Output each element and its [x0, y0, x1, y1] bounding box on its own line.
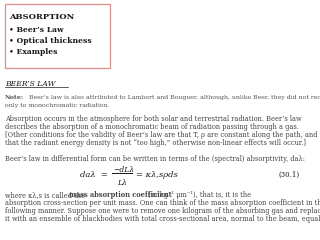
Text: only to monochromatic radiation.: only to monochromatic radiation.: [5, 103, 110, 108]
Text: Absorption occurs in the atmosphere for both solar and terrestrial radiation. Be: Absorption occurs in the atmosphere for …: [5, 115, 302, 123]
Text: absorption cross-section per unit mass. One can think of the mass absorption coe: absorption cross-section per unit mass. …: [5, 199, 320, 207]
Text: Note:: Note:: [5, 95, 24, 100]
Text: −dLλ: −dLλ: [113, 166, 134, 174]
Text: • Beer’s Law: • Beer’s Law: [9, 26, 64, 34]
Bar: [5, 4, 110, 68]
Text: it with an ensemble of blackbodies with total cross-sectional area, normal to th: it with an ensemble of blackbodies with …: [5, 215, 320, 223]
Text: describes the absorption of a monochromatic beam of radiation passing through a : describes the absorption of a monochroma…: [5, 123, 299, 131]
Text: • Optical thickness: • Optical thickness: [9, 37, 92, 45]
Text: that the radiant energy density is not “too high,” otherwise non-linear effects : that the radiant energy density is not “…: [5, 139, 306, 147]
Text: Lλ: Lλ: [117, 179, 127, 187]
Text: (m²kg⁻¹ μm⁻¹), that is, it is the: (m²kg⁻¹ μm⁻¹), that is, it is the: [146, 191, 251, 199]
Text: daλ  =: daλ =: [80, 171, 108, 179]
Text: Beer’s law in differential form can be written in terms of the (spectral) absorp: Beer’s law in differential form can be w…: [5, 155, 305, 163]
Text: mass absorption coefficient: mass absorption coefficient: [69, 191, 172, 199]
Text: (30.1): (30.1): [279, 171, 300, 179]
Text: [Other conditions for the validity of Beer’s law are that T, ρ are constant alon: [Other conditions for the validity of Be…: [5, 131, 317, 139]
Text: where κλ,s is called the: where κλ,s is called the: [5, 191, 87, 199]
Text: Beer’s law is also attributed to Lambert and Bouguer, although, unlike Beer, the: Beer’s law is also attributed to Lambert…: [27, 95, 320, 100]
Text: • Examples: • Examples: [9, 48, 58, 56]
Text: BEER’S LAW: BEER’S LAW: [5, 80, 55, 88]
Text: following manner. Suppose one were to remove one kilogram of the absorbing gas a: following manner. Suppose one were to re…: [5, 207, 320, 215]
Text: ABSORPTION: ABSORPTION: [9, 13, 74, 21]
Text: = κλ,sρds: = κλ,sρds: [136, 171, 178, 179]
